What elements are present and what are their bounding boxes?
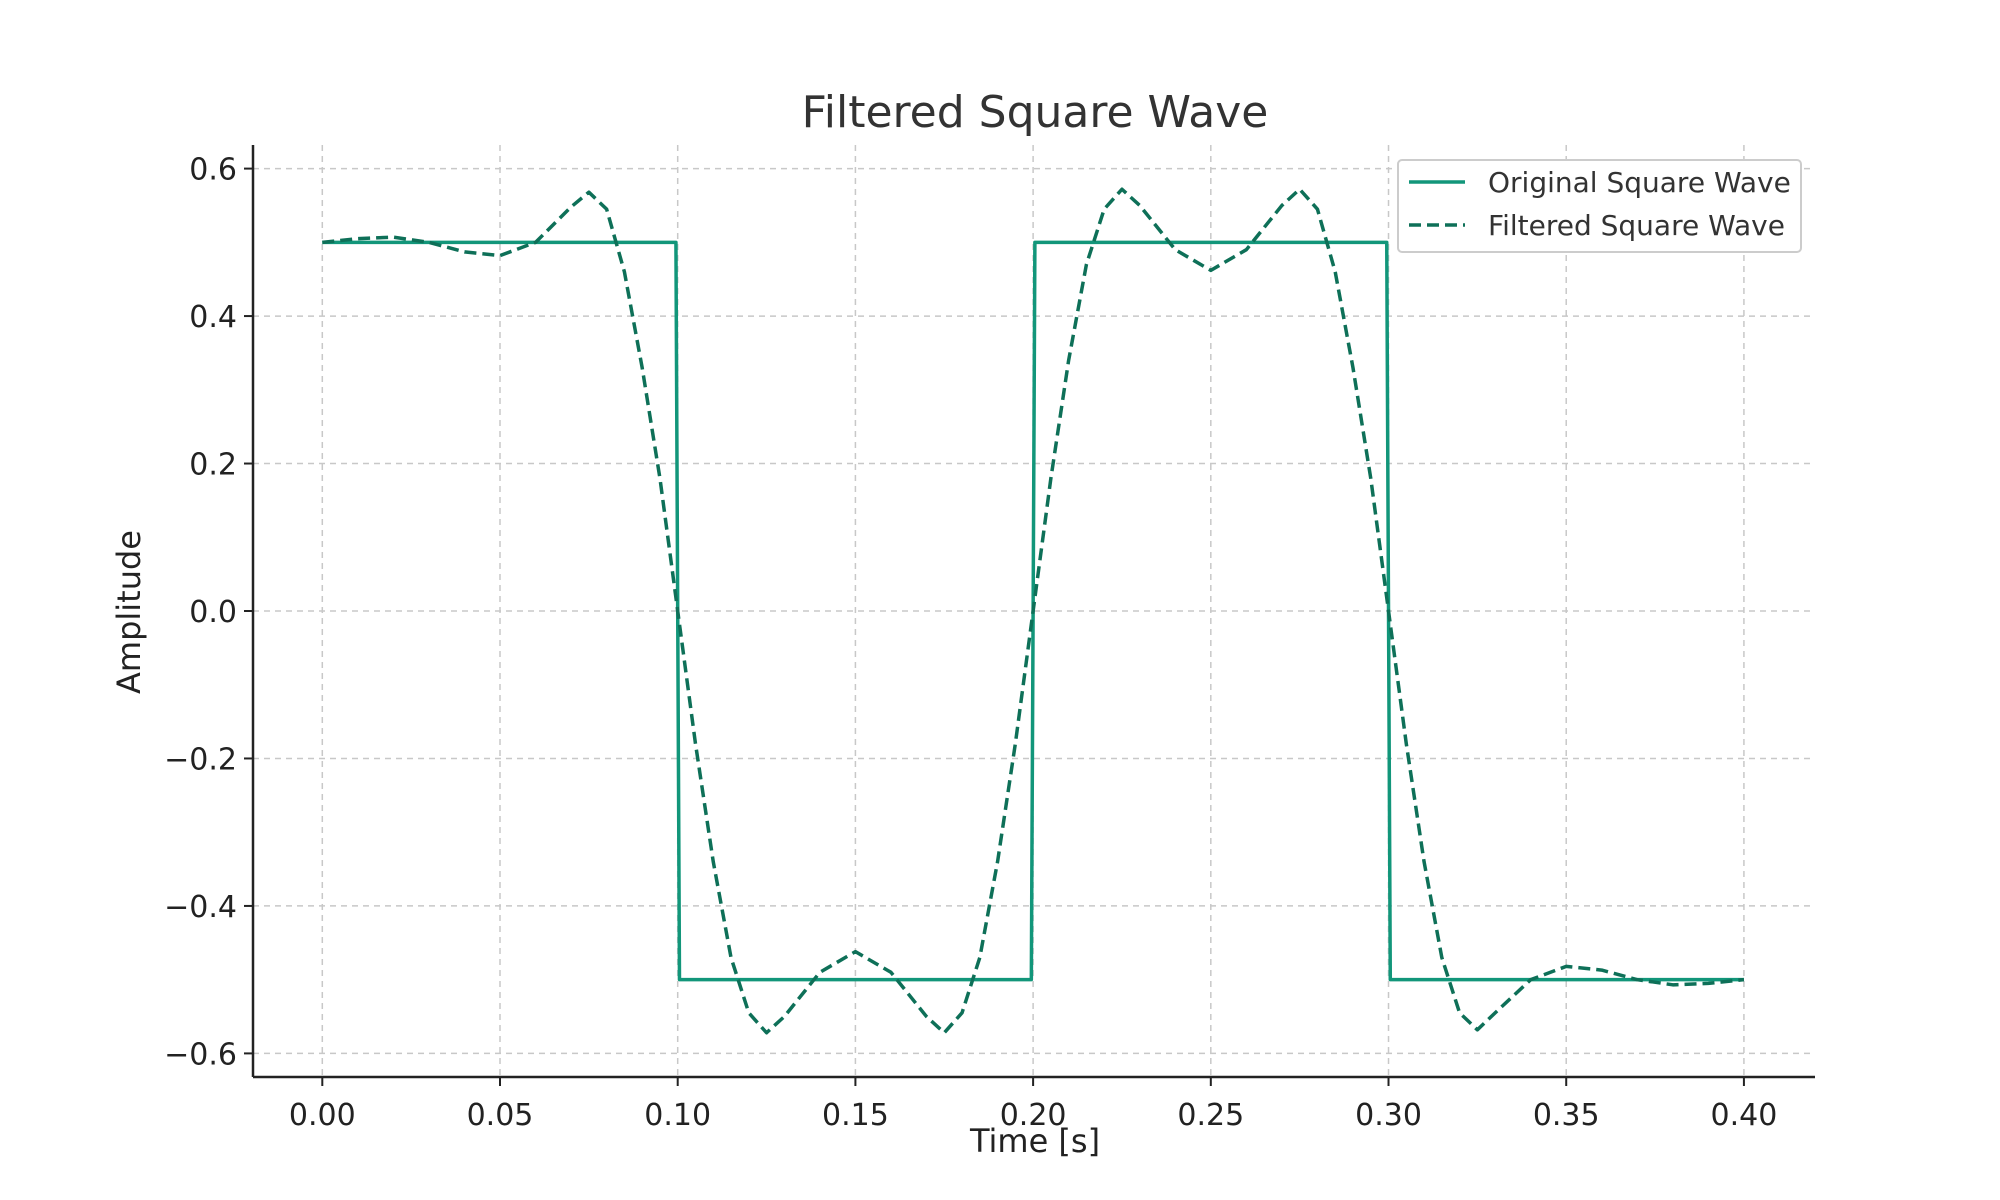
axes: 0.00 0.05 0.10 0.15 0.20 0.25 0.30 0.35 0.40 0.6 0… [164, 145, 1815, 1133]
y-tick-label: −0.2 [164, 742, 237, 777]
series-layer [322, 187, 1745, 1035]
legend-frame [1397, 159, 1802, 253]
x-tick-label: 0.35 [1533, 1098, 1600, 1133]
y-tick-label: −0.6 [164, 1037, 237, 1072]
legend-label-original: Original Square Wave [1488, 166, 1791, 199]
x-tick-label: 0.30 [1355, 1098, 1422, 1133]
y-tick-label: 0.2 [189, 448, 237, 483]
chart-title: Filtered Square Wave [802, 87, 1269, 138]
y-tick-label: 0.4 [189, 300, 237, 335]
x-tick-label: 0.00 [289, 1098, 356, 1133]
x-tick-label: 0.25 [1177, 1098, 1244, 1133]
y-tick-label: −0.4 [164, 890, 237, 925]
x-tick-label: 0.15 [822, 1098, 889, 1133]
y-axis-label: Amplitude [110, 530, 148, 694]
x-axis-label: Time [s] [969, 1122, 1100, 1160]
x-tick-label: 0.40 [1711, 1098, 1778, 1133]
legend: Original Square Wave Filtered Square Wav… [1397, 159, 1802, 253]
x-tick-label: 0.05 [467, 1098, 534, 1133]
series-line-filtered [322, 187, 1745, 1035]
x-tick-label: 0.10 [644, 1098, 711, 1133]
y-tick-label: 0.6 [189, 153, 237, 188]
y-tick-label: 0.0 [189, 595, 237, 630]
x-tick-label: 0.20 [1000, 1098, 1067, 1133]
legend-label-filtered: Filtered Square Wave [1488, 209, 1785, 242]
